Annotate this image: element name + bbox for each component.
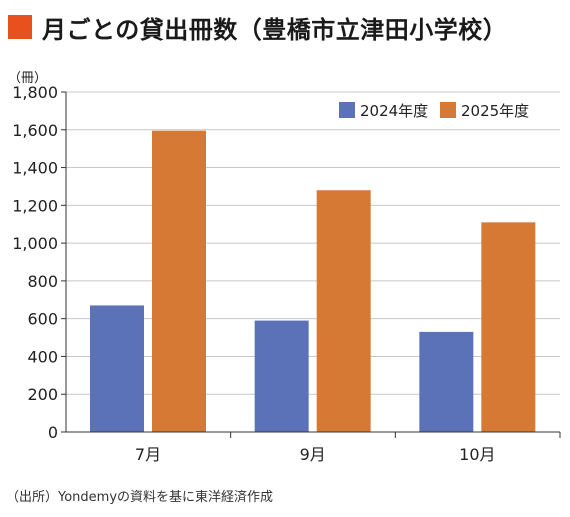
y-tick-label: 400 [27, 347, 58, 366]
y-tick-label: 600 [27, 310, 58, 329]
y-tick-label: 1,200 [12, 196, 58, 215]
y-tick-label: 200 [27, 385, 58, 404]
y-tick-label: 1,000 [12, 234, 58, 253]
y-tick-label: 0 [48, 423, 58, 442]
chart-title: 月ごとの貸出冊数（豊橋市立津田小学校） [42, 15, 508, 44]
y-tick-label: 1,800 [12, 83, 58, 102]
y-tick-label: 800 [27, 272, 58, 291]
title-marker-square [8, 15, 32, 39]
x-tick-label: 7月 [135, 445, 161, 464]
legend-label-2024: 2024年度 [360, 102, 428, 120]
bar-2024-2 [419, 331, 474, 432]
bar-2025-1 [316, 190, 371, 432]
y-tick-label: 1,400 [12, 159, 58, 178]
y-tick-label: 1,600 [12, 121, 58, 140]
legend-swatch-2025 [440, 102, 456, 118]
bar-2025-0 [152, 130, 206, 432]
bar-2024-0 [90, 305, 144, 432]
y-axis-unit-label: （冊） [8, 71, 47, 86]
source-note: （出所）Yondemyの資料を基に東洋経済作成 [6, 490, 274, 505]
bar-2025-2 [481, 222, 536, 432]
x-tick-label: 9月 [300, 445, 326, 464]
x-tick-label: 10月 [459, 445, 495, 464]
legend-label-2025: 2025年度 [461, 102, 529, 120]
chart-title-row: 月ごとの貸出冊数（豊橋市立津田小学校） [8, 10, 507, 44]
bar-2024-1 [254, 320, 309, 432]
legend-swatch-2024 [339, 102, 355, 118]
